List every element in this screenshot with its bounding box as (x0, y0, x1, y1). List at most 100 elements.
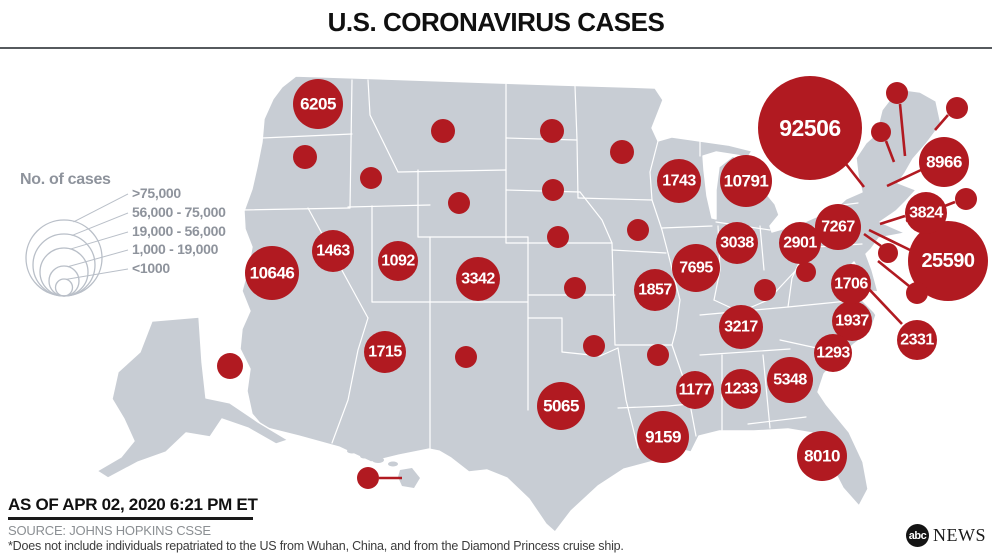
legend-leader-line (67, 249, 129, 268)
case-count-connecticut: 3824 (909, 205, 943, 222)
state-border-line (713, 267, 799, 313)
legend-label: 56,000 - 75,000 (132, 204, 226, 220)
leader-line-district-of-columbia (877, 259, 910, 288)
bubble-oregon (293, 145, 317, 169)
leader-line-massachusetts (886, 168, 922, 188)
bubble-arizona (364, 331, 406, 373)
case-count-illinois: 7695 (679, 260, 713, 277)
case-count-washington: 6205 (300, 95, 336, 114)
bubble-vermont (871, 122, 891, 142)
bubble-maryland (897, 320, 937, 360)
state-border-line (759, 225, 765, 271)
state-border-line (397, 169, 507, 173)
legend-label: <1000 (132, 260, 170, 276)
bubble-new-mexico (455, 346, 477, 368)
leader-line-new-york (844, 163, 866, 188)
state-border-line (347, 204, 431, 208)
bubble-oklahoma (583, 335, 605, 357)
bubble-hawaii (357, 467, 379, 489)
bubble-montana (431, 119, 455, 143)
state-border-line (699, 348, 791, 356)
state-border-line (611, 242, 616, 346)
legend-label: 19,000 - 56,000 (132, 223, 226, 239)
case-count-georgia: 5348 (773, 372, 807, 389)
bubble-new-jersey (908, 221, 988, 301)
bubble-pennsylvania (815, 204, 861, 250)
bubble-ohio (779, 222, 821, 264)
hawaii-shape (347, 448, 420, 488)
case-count-labels: 92506 25590 10791 10646 9159 8966 8010 7695 7267… (248, 93, 978, 468)
bubble-illinois (672, 244, 720, 292)
state-border-line (349, 79, 353, 209)
case-count-south-carolina: 1293 (816, 345, 850, 362)
case-count-utah: 1092 (381, 253, 415, 270)
bubble-iowa (627, 219, 649, 241)
bubble-idaho (360, 167, 382, 189)
footnote: *Does not include individuals repatriate… (8, 539, 624, 553)
bubble-utah (378, 241, 418, 281)
bubble-missouri (634, 269, 676, 311)
as-of-underline (8, 517, 253, 520)
title-divider (0, 47, 992, 49)
abc-news-wordmark: NEWS (933, 525, 986, 545)
state-border-line (649, 140, 659, 201)
case-count-missouri: 1857 (638, 282, 672, 299)
case-count-alabama: 1233 (724, 381, 758, 398)
bubble-nebraska (547, 226, 569, 248)
bubble-north-carolina (832, 301, 872, 341)
bubble-nevada (312, 230, 354, 272)
source-credit: SOURCE: JOHNS HOPKINS CSSE (8, 523, 211, 538)
bubble-alabama (721, 369, 761, 409)
case-count-massachusetts: 8966 (926, 153, 962, 172)
legend-leader-line (73, 193, 129, 223)
leader-line-new-hampshire (898, 103, 907, 157)
case-count-nevada: 1463 (316, 243, 350, 260)
state-border-line (505, 137, 578, 141)
state-border-line (689, 403, 697, 437)
bubble-texas (537, 382, 585, 430)
bubble-massachusetts (919, 137, 969, 187)
case-count-ohio: 2901 (783, 235, 817, 252)
leader-line-new-jersey (868, 228, 911, 252)
case-count-north-carolina: 1937 (835, 313, 869, 330)
bubble-california (245, 246, 299, 300)
bubble-indiana (716, 222, 758, 264)
bubble-mississippi (676, 371, 714, 409)
case-count-texas: 5065 (543, 397, 579, 416)
legend-leader-line (69, 231, 129, 250)
bubble-tennessee (719, 305, 763, 349)
bubble-michigan (720, 155, 772, 207)
legend-leader-line (71, 212, 129, 237)
bubble-louisiana (637, 411, 689, 463)
state-border-line (241, 207, 351, 211)
state-borders (241, 79, 869, 450)
bubble-wyoming (448, 192, 470, 214)
state-border-line (661, 225, 713, 229)
case-count-louisiana: 9159 (645, 428, 681, 447)
bubble-florida (797, 431, 847, 481)
case-count-california: 10646 (250, 264, 295, 283)
bubble-georgia (767, 357, 813, 403)
state-border-line (367, 79, 399, 173)
bubble-wisconsin (657, 159, 701, 203)
legend-circle (39, 247, 89, 297)
bubble-kentucky (754, 279, 776, 301)
state-border-line (651, 199, 669, 254)
legend-label: 1,000 - 19,000 (132, 241, 219, 257)
bubble-north-dakota (540, 119, 564, 143)
bubble-kansas (564, 277, 586, 299)
bubble-maine (946, 97, 968, 119)
case-count-new-york: 92506 (779, 115, 840, 141)
bubble-leader-lines (379, 103, 956, 480)
case-count-michigan: 10791 (724, 172, 769, 191)
case-count-tennessee: 3217 (724, 319, 758, 336)
case-count-wisconsin: 1743 (662, 173, 696, 190)
case-count-pennsylvania: 7267 (821, 219, 855, 236)
cases-legend: No. of cases >75,000 56,000 - 75,000 19,00… (20, 171, 226, 297)
state-border-line (577, 197, 653, 201)
case-count-new-jersey: 25590 (921, 250, 974, 272)
legend-circle (48, 265, 80, 297)
bubble-colorado (456, 257, 500, 301)
state-border-line (574, 85, 579, 199)
